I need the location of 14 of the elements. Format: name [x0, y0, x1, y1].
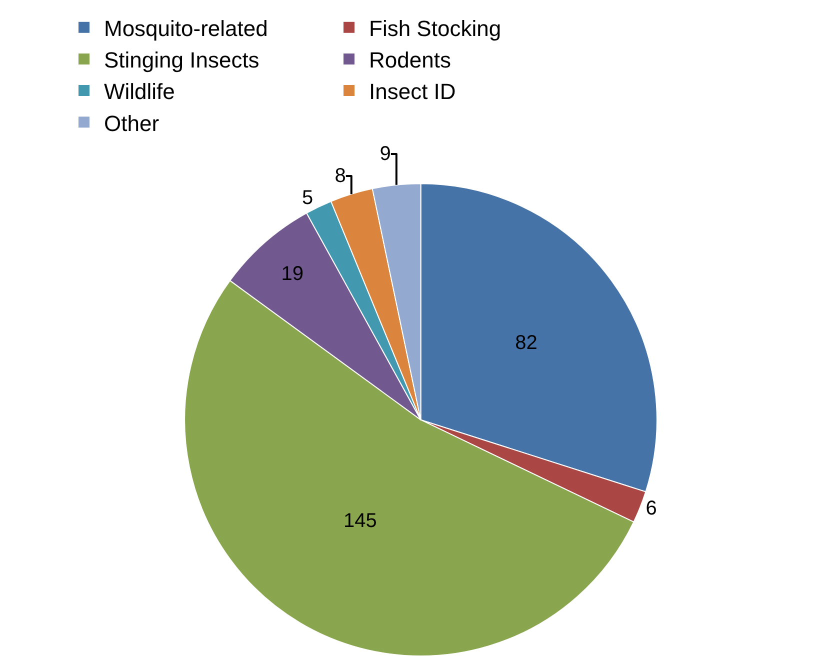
legend-label: Mosquito-related — [104, 16, 268, 41]
data-label: 19 — [281, 263, 304, 286]
legend-label: Wildlife — [104, 79, 175, 104]
legend-label: Stinging Insects — [104, 48, 260, 73]
data-label: 145 — [343, 510, 377, 532]
data-label: 9 — [380, 142, 391, 165]
legend-label: Insect ID — [369, 79, 456, 104]
legend-label: Fish Stocking — [369, 16, 502, 41]
data-label: 8 — [334, 164, 346, 187]
legend-label: Other — [104, 110, 160, 136]
data-label: 82 — [515, 332, 538, 354]
data-label: 5 — [302, 186, 314, 209]
legend-label: Rodents — [369, 48, 451, 73]
data-label: 6 — [646, 498, 657, 520]
